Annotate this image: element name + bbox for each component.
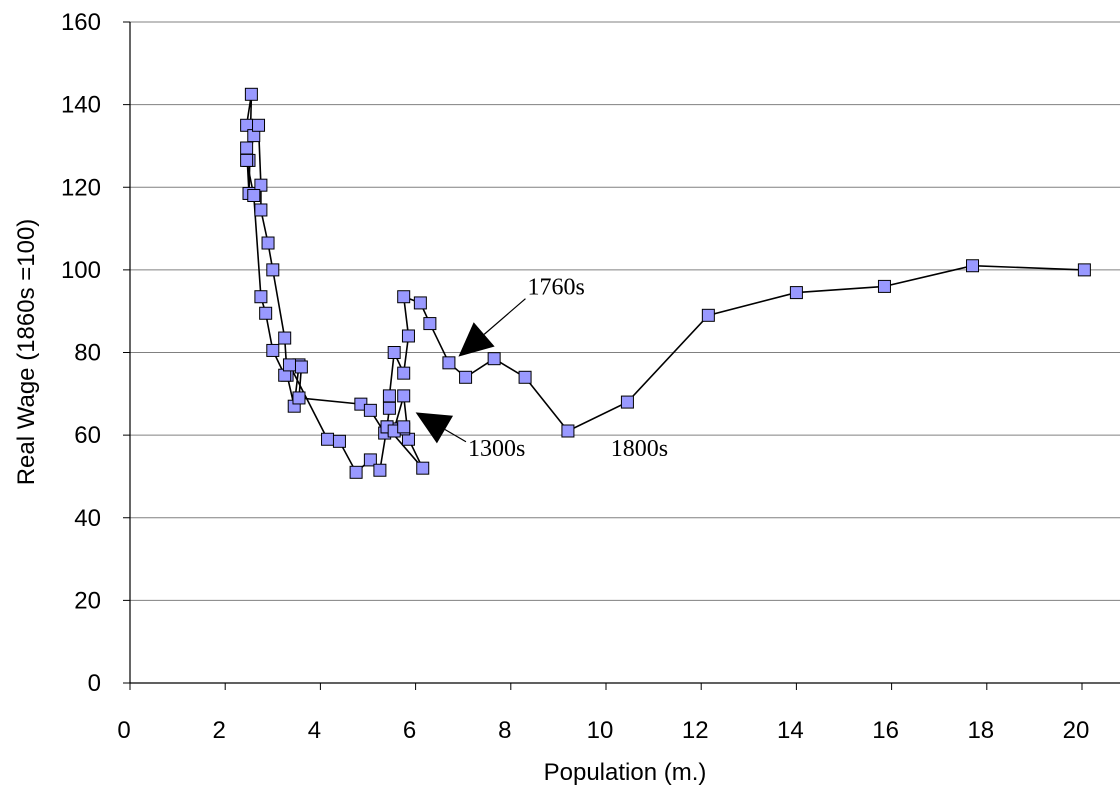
data-point xyxy=(244,87,258,101)
data-point xyxy=(401,329,415,343)
data-point xyxy=(397,366,411,380)
x-axis-title: Population (m.) xyxy=(544,759,707,786)
x-tick-label: 0 xyxy=(117,717,130,744)
data-point xyxy=(332,434,346,448)
x-tick-label: 4 xyxy=(308,717,321,744)
x-tick-label: 20 xyxy=(1063,717,1090,744)
data-point xyxy=(266,343,280,357)
data-point xyxy=(397,420,411,434)
data-point xyxy=(266,263,280,277)
data-point xyxy=(701,308,715,322)
data-point xyxy=(487,352,501,366)
data-point xyxy=(321,432,335,446)
data-point xyxy=(382,401,396,415)
x-tick-label: 8 xyxy=(498,717,511,744)
y-tick-label: 40 xyxy=(74,505,101,532)
data-point xyxy=(349,465,363,479)
data-point xyxy=(240,153,254,167)
annotation-arrow-line xyxy=(483,298,526,335)
data-point xyxy=(397,290,411,304)
y-tick-label: 100 xyxy=(61,257,101,284)
data-point xyxy=(254,290,268,304)
annotation-label: 1300s xyxy=(468,436,525,462)
data-point xyxy=(966,259,980,273)
y-axis-title: Real Wage (1860s =100) xyxy=(13,219,40,486)
data-point xyxy=(363,453,377,467)
y-tick-label: 20 xyxy=(74,587,101,614)
x-tick-label: 14 xyxy=(777,717,804,744)
x-tick-label: 10 xyxy=(587,717,614,744)
data-point xyxy=(282,358,296,372)
data-markers xyxy=(240,87,1091,479)
data-point xyxy=(518,370,532,384)
annotation-arrowhead xyxy=(458,322,495,357)
data-point xyxy=(292,391,306,405)
y-tick-label: 160 xyxy=(61,9,101,36)
x-tick-label: 2 xyxy=(213,717,226,744)
data-point xyxy=(397,389,411,403)
grid-lines xyxy=(130,21,1120,601)
x-tick-label: 16 xyxy=(872,717,899,744)
data-point xyxy=(459,370,473,384)
annotation-arrow-line xyxy=(444,429,467,443)
data-point xyxy=(259,306,273,320)
data-point xyxy=(254,203,268,217)
data-point xyxy=(254,178,268,192)
data-point xyxy=(387,346,401,359)
data-point xyxy=(413,296,427,310)
y-tick-label: 0 xyxy=(88,670,101,697)
x-tick-label: 6 xyxy=(403,717,416,744)
annotation-label: 1760s xyxy=(527,275,584,301)
y-tick-label: 140 xyxy=(61,92,101,119)
data-point xyxy=(382,389,396,403)
y-axis-ticks: 0 20 40 60 80 100 120 140 160 xyxy=(61,9,130,697)
y-tick-label: 60 xyxy=(74,422,101,449)
x-tick-label: 12 xyxy=(682,717,709,744)
data-point xyxy=(877,279,891,293)
data-point xyxy=(261,236,275,250)
x-axis-ticks: 0 2 4 6 8 10 12 14 16 18 20 xyxy=(117,683,1089,744)
data-point xyxy=(416,461,430,475)
data-point xyxy=(1077,263,1091,277)
data-point xyxy=(561,424,575,438)
data-point xyxy=(620,395,634,409)
data-point xyxy=(252,118,266,132)
data-point xyxy=(240,141,254,155)
data-point xyxy=(789,286,803,300)
data-point xyxy=(278,331,292,345)
annotation-arrowhead xyxy=(415,412,454,444)
data-point xyxy=(442,356,456,370)
data-point xyxy=(247,189,261,203)
x-tick-label: 18 xyxy=(967,717,994,744)
data-point xyxy=(373,463,387,477)
annotation-label: 1800s xyxy=(611,436,668,462)
data-point xyxy=(423,317,437,331)
y-tick-label: 80 xyxy=(74,340,101,367)
y-tick-label: 120 xyxy=(61,174,101,201)
data-point xyxy=(294,360,308,374)
data-point xyxy=(363,403,377,417)
annotations: 1760s 1300s 1800s xyxy=(415,275,668,462)
